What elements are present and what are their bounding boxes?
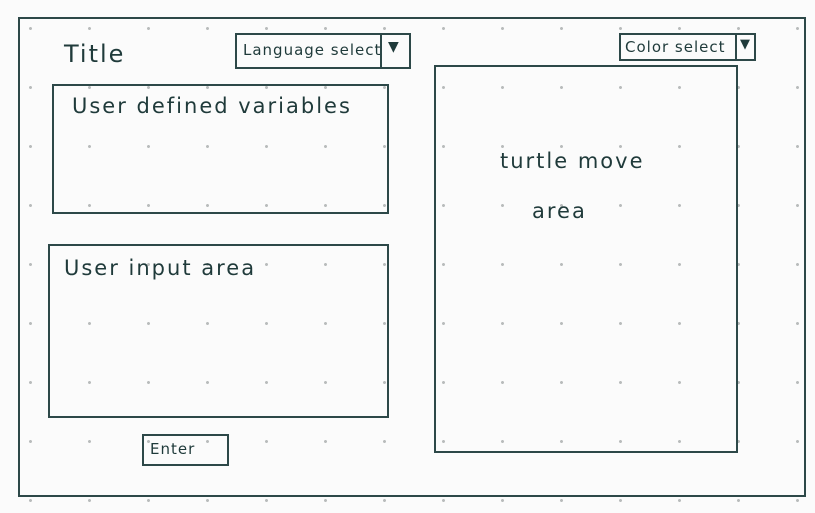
turtle-area-label-line1: turtle move: [500, 149, 645, 173]
page-title: Title: [64, 40, 126, 68]
turtle-canvas[interactable]: turtle move area: [434, 65, 738, 453]
chevron-down-icon[interactable]: ▼: [388, 39, 399, 55]
color-select-dropdown[interactable]: Color select ▼: [619, 33, 756, 61]
user-input-label: User input area: [64, 256, 257, 280]
dropdown-divider: [735, 35, 737, 59]
enter-button-label: Enter: [150, 440, 196, 458]
language-select-label: Language select: [243, 41, 382, 59]
app-window-frame: Title Language select ▼ Color select ▼ U…: [18, 17, 806, 497]
user-variables-label: User defined variables: [72, 94, 352, 118]
turtle-area-label-line2: area: [532, 199, 587, 223]
user-input-area[interactable]: User input area: [48, 244, 389, 418]
dropdown-divider: [380, 35, 382, 67]
chevron-down-icon[interactable]: ▼: [740, 37, 750, 52]
language-select-dropdown[interactable]: Language select ▼: [235, 33, 411, 69]
color-select-label: Color select: [625, 38, 726, 56]
user-variables-panel: User defined variables: [52, 84, 389, 214]
enter-button[interactable]: Enter: [142, 434, 229, 466]
